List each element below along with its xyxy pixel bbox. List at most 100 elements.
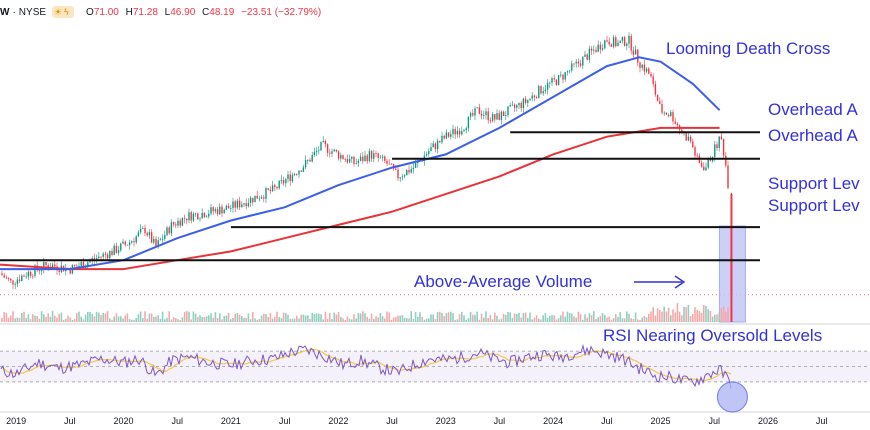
symbol-legend[interactable]: W · NYSE ☀ ϟ O71.00 H71.28 L46.90 C48.19…	[0, 4, 321, 20]
rsi-layer	[0, 343, 870, 413]
candle-body	[38, 269, 41, 271]
volume-bar	[212, 317, 214, 322]
candle-body	[260, 197, 263, 199]
candle-body	[73, 264, 76, 266]
volume-bar	[472, 314, 474, 322]
candle-body	[175, 224, 177, 226]
candle-body	[219, 206, 221, 215]
candle-body	[401, 176, 404, 178]
volume-bar	[419, 312, 421, 322]
volume-bar	[87, 311, 89, 322]
volume-bar	[366, 316, 368, 322]
volume-bar	[672, 309, 674, 322]
volume-bar	[5, 312, 8, 322]
volume-bar	[397, 315, 399, 322]
low-value: 46.90	[170, 6, 196, 18]
volume-bar	[362, 311, 364, 322]
candle-body	[384, 156, 386, 161]
candle-body	[320, 141, 322, 151]
candle-body	[485, 111, 487, 116]
candle-body	[357, 160, 360, 163]
volume-bar	[584, 314, 586, 322]
candle-body	[269, 189, 272, 192]
candle-body	[168, 227, 170, 234]
candle-body	[337, 151, 340, 159]
volume-bar	[599, 316, 602, 322]
volume-bar	[582, 319, 584, 322]
volume-bar	[586, 317, 588, 322]
volume-bar	[238, 314, 241, 322]
volume-bar	[27, 314, 30, 322]
candle-body	[725, 155, 727, 166]
high-value: 71.28	[132, 6, 158, 18]
candle-body	[458, 130, 461, 135]
candle-body	[610, 44, 613, 47]
candle-body	[705, 167, 707, 171]
candle-body	[223, 209, 225, 214]
candle-body	[304, 159, 307, 168]
candle-body	[344, 159, 346, 160]
volume-bar	[58, 313, 60, 322]
candle-body	[43, 261, 45, 270]
candle-body	[29, 271, 32, 276]
candle-body	[654, 84, 657, 95]
candle-body	[500, 111, 503, 120]
volume-bar	[714, 314, 716, 322]
volume-bar	[610, 319, 613, 322]
volume-bar	[137, 314, 140, 322]
volume-bar	[331, 319, 333, 322]
candle-body	[364, 155, 366, 161]
candle-body	[157, 240, 159, 247]
x-tick-label: 2024	[543, 416, 563, 426]
volume-bar	[241, 315, 243, 322]
volume-bar	[10, 315, 12, 322]
candle-body	[311, 155, 313, 162]
candle-body	[672, 112, 674, 122]
candle-body	[318, 150, 320, 152]
volume-bar	[148, 313, 151, 322]
volume-bar	[40, 311, 43, 322]
volume-bar	[274, 316, 276, 322]
candle-body	[467, 116, 470, 129]
volume-bar	[403, 317, 406, 322]
candle-body	[93, 258, 96, 260]
volume-bar	[608, 316, 610, 322]
volume-bar	[364, 313, 366, 322]
volume-bar	[263, 313, 265, 322]
volume-bar	[56, 317, 58, 322]
candle-body	[69, 268, 71, 274]
volume-bar	[478, 319, 481, 322]
candle-body	[230, 208, 232, 209]
candle-body	[632, 50, 635, 55]
candle-body	[194, 213, 197, 215]
volume-bar	[392, 317, 395, 322]
volume-bar	[436, 312, 439, 322]
candle-body	[348, 158, 351, 163]
volume-bar	[564, 316, 566, 322]
candle-body	[342, 155, 344, 160]
volume-bar	[456, 319, 459, 322]
candle-body	[381, 156, 384, 158]
volume-bar	[89, 311, 91, 322]
candle-body	[650, 73, 652, 77]
volume-bar	[689, 316, 692, 322]
volume-bar	[491, 319, 494, 322]
candle-body	[366, 155, 368, 162]
candle-body	[27, 271, 30, 277]
volume-bar	[32, 314, 34, 322]
sun-icon: ☀	[54, 7, 63, 17]
candle-body	[120, 243, 122, 251]
volume-bar	[452, 313, 454, 322]
candle-body	[480, 113, 483, 116]
candle-body	[546, 83, 549, 90]
candle-body	[617, 42, 619, 47]
volume-bar	[681, 315, 683, 322]
candle-body	[225, 205, 228, 210]
open-label: O	[86, 6, 94, 18]
low-label: L	[164, 6, 171, 18]
candle-body	[296, 174, 298, 175]
volume-bar	[351, 319, 353, 322]
session-flag[interactable]: ☀ ϟ	[52, 6, 75, 18]
volume-bar	[381, 316, 384, 322]
